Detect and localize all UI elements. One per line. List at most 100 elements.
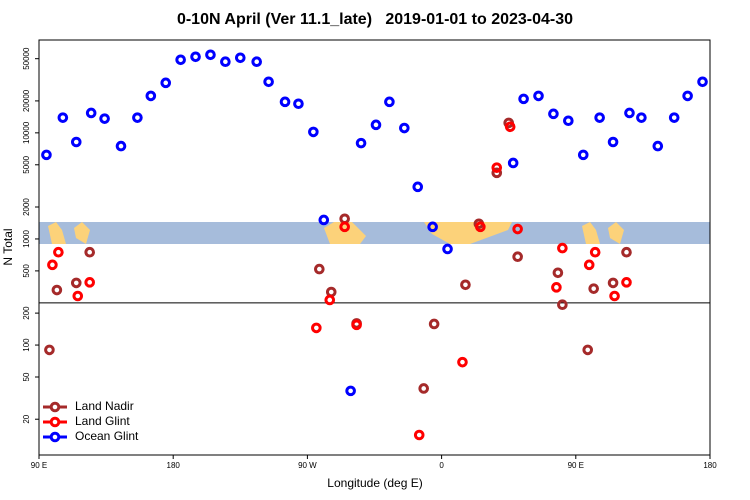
point (582, 344, 594, 356)
point (607, 136, 619, 148)
map-land (324, 222, 366, 244)
point (427, 221, 438, 233)
y-tick-label: 1000 (22, 230, 31, 248)
point (47, 259, 58, 271)
x-tick-label: 90 E (568, 461, 584, 470)
map-strip (39, 222, 710, 244)
x-tick-label: 180 (167, 461, 181, 470)
point (609, 290, 620, 302)
point (548, 108, 559, 120)
point (84, 246, 95, 258)
point (339, 221, 350, 233)
point (512, 223, 523, 235)
point (507, 157, 519, 169)
point (557, 242, 568, 254)
point (44, 344, 55, 356)
y-tick-label: 2000 (22, 198, 31, 216)
point (325, 286, 337, 298)
y-tick-label: 100 (22, 338, 31, 352)
point (491, 167, 503, 179)
legend-label: Ocean Glint (75, 429, 139, 443)
point (557, 299, 568, 311)
point (308, 126, 319, 138)
map-ocean (39, 222, 710, 244)
y-tick-label: 20000 (22, 89, 31, 112)
point (518, 93, 529, 105)
chart-title: 0-10N April (Ver 11.1_late) 2019-01-01 t… (177, 11, 573, 28)
point (160, 77, 172, 89)
point (460, 279, 471, 291)
point (220, 56, 231, 68)
map-land (582, 222, 624, 244)
y-tick-label: 200 (22, 306, 31, 320)
point (314, 263, 325, 275)
legend-marker (49, 416, 61, 428)
point (533, 90, 544, 102)
y-tick-label: 10000 (22, 121, 31, 144)
point (279, 96, 291, 108)
point (697, 76, 708, 88)
point (51, 284, 63, 296)
point (475, 221, 486, 233)
point (53, 246, 64, 258)
plot-frame (38, 39, 711, 456)
point (413, 429, 425, 441)
point (412, 181, 424, 193)
legend-label: Land Glint (75, 414, 130, 428)
point (84, 277, 95, 288)
point (70, 277, 82, 289)
point (551, 282, 562, 293)
point (145, 90, 157, 102)
point (428, 318, 440, 330)
point (72, 290, 84, 302)
point (190, 51, 201, 63)
point (293, 98, 304, 110)
y-tick-label: 50000 (22, 47, 31, 70)
point (457, 356, 468, 368)
x-tick-label: 180 (703, 461, 717, 470)
point (85, 107, 97, 119)
point (263, 76, 274, 88)
point (621, 277, 632, 288)
y-tick-label: 50 (22, 372, 31, 381)
point (351, 319, 362, 331)
legend-marker (49, 431, 61, 443)
map-land (424, 222, 512, 244)
point (512, 251, 523, 263)
x-axis-title: Longitude (deg E) (327, 476, 422, 490)
point (624, 107, 635, 119)
point (607, 277, 619, 289)
point (682, 90, 693, 102)
point (41, 149, 52, 161)
point (205, 49, 216, 61)
x-tick-label: 90 E (31, 461, 47, 470)
point (588, 283, 599, 294)
point (589, 246, 601, 258)
y-axis-title: N Total (1, 228, 15, 265)
point (442, 243, 453, 255)
point (668, 112, 680, 123)
point (345, 385, 356, 397)
point (70, 136, 82, 148)
point (621, 246, 632, 258)
point (552, 267, 564, 279)
point (636, 112, 647, 123)
point (418, 383, 430, 394)
point (399, 122, 410, 134)
point (577, 149, 589, 161)
point (652, 140, 664, 152)
point (251, 56, 263, 68)
x-tick-label: 90 W (298, 461, 317, 470)
map-land (48, 222, 90, 244)
y-tick-label: 500 (22, 264, 31, 278)
point (355, 137, 367, 149)
x-tick-label: 0 (439, 461, 444, 470)
point (115, 140, 127, 152)
point (491, 162, 503, 173)
point (175, 54, 186, 66)
legend-label: Land Nadir (75, 399, 134, 413)
y-tick-label: 5000 (22, 155, 31, 173)
point (583, 259, 595, 271)
point (594, 112, 605, 123)
